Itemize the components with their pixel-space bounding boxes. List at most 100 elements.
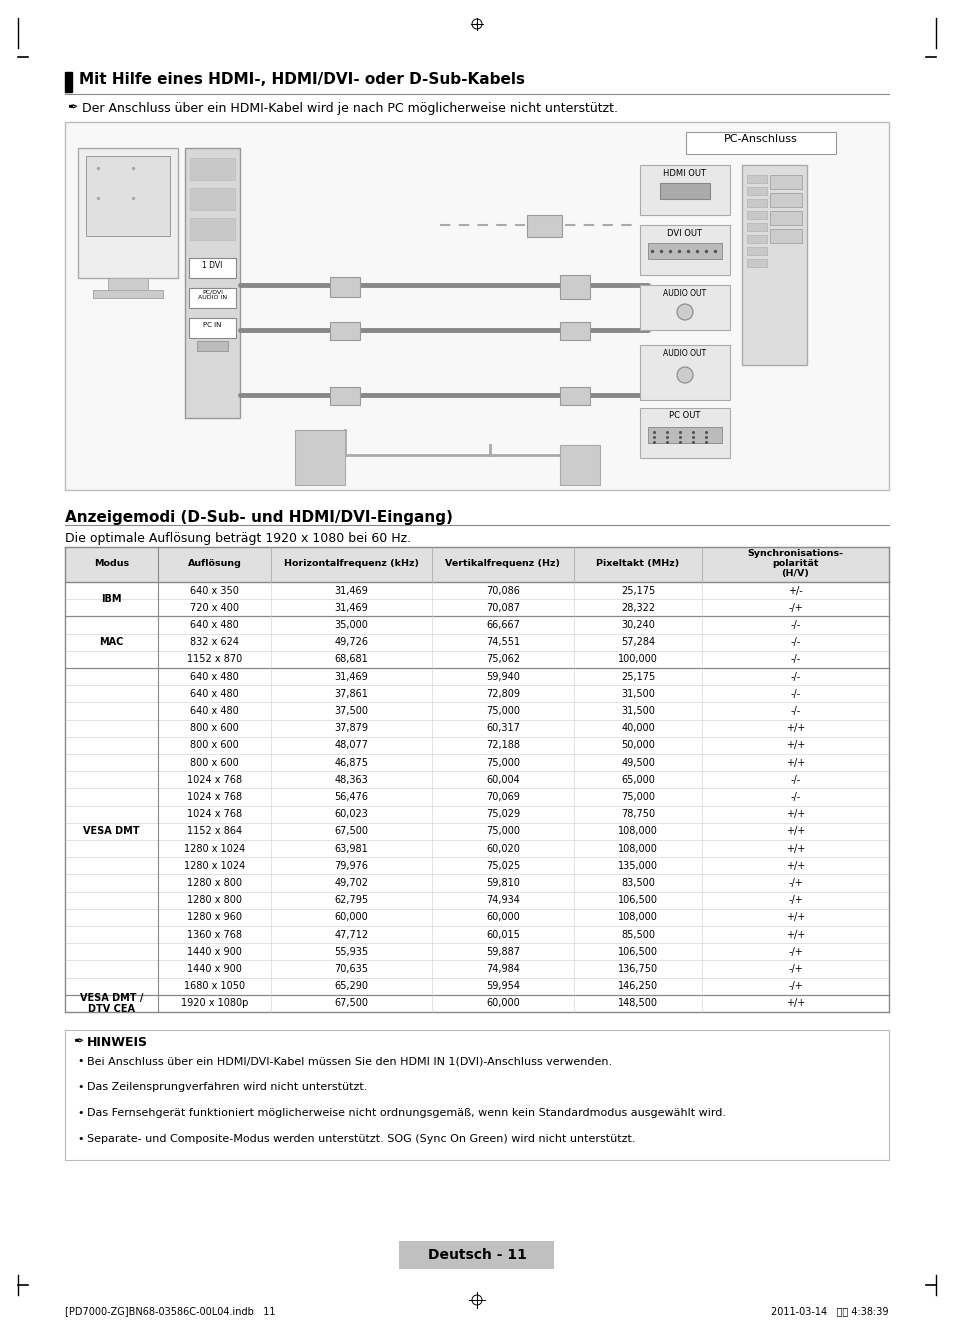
Bar bbox=[190, 218, 234, 240]
Text: 60,000: 60,000 bbox=[486, 913, 519, 922]
Text: Vertikalfrequenz (Hz): Vertikalfrequenz (Hz) bbox=[445, 559, 559, 568]
Bar bbox=[647, 243, 721, 259]
Text: 49,500: 49,500 bbox=[620, 758, 655, 768]
Text: 85,500: 85,500 bbox=[620, 930, 655, 939]
Text: 60,004: 60,004 bbox=[486, 775, 519, 785]
Text: 60,000: 60,000 bbox=[486, 999, 519, 1008]
Text: +/+: +/+ bbox=[785, 861, 804, 871]
Text: 59,940: 59,940 bbox=[485, 671, 519, 682]
Bar bbox=[746, 235, 766, 243]
Text: 640 x 480: 640 x 480 bbox=[190, 671, 238, 682]
Text: -/+: -/+ bbox=[787, 896, 802, 905]
Text: 62,795: 62,795 bbox=[334, 896, 368, 905]
Text: DVI OUT: DVI OUT bbox=[667, 229, 701, 238]
Text: IBM: IBM bbox=[101, 594, 122, 604]
Text: 59,810: 59,810 bbox=[485, 878, 519, 888]
Circle shape bbox=[677, 367, 692, 383]
Bar bbox=[746, 199, 766, 207]
Text: Die optimale Auflösung beträgt 1920 x 1080 bei 60 Hz.: Die optimale Auflösung beträgt 1920 x 10… bbox=[65, 532, 411, 546]
Text: 1152 x 864: 1152 x 864 bbox=[187, 827, 242, 836]
Text: +/+: +/+ bbox=[785, 810, 804, 819]
Text: 146,250: 146,250 bbox=[618, 982, 658, 991]
Text: Das Zeilensprungverfahren wird nicht unterstützt.: Das Zeilensprungverfahren wird nicht unt… bbox=[87, 1082, 367, 1092]
Text: VESA DMT /
DTV CEA: VESA DMT / DTV CEA bbox=[80, 992, 143, 1015]
Text: Modus: Modus bbox=[94, 559, 129, 568]
Text: 1280 x 1024: 1280 x 1024 bbox=[184, 861, 245, 871]
Text: 1280 x 800: 1280 x 800 bbox=[187, 878, 242, 888]
Text: PC-Anschluss: PC-Anschluss bbox=[723, 133, 797, 144]
Text: 65,000: 65,000 bbox=[620, 775, 655, 785]
Text: 74,934: 74,934 bbox=[485, 896, 519, 905]
Text: 136,750: 136,750 bbox=[618, 964, 658, 974]
Text: 48,077: 48,077 bbox=[334, 740, 368, 750]
Text: 79,976: 79,976 bbox=[334, 861, 368, 871]
Text: 148,500: 148,500 bbox=[618, 999, 658, 1008]
Text: -/+: -/+ bbox=[787, 602, 802, 613]
Text: 75,062: 75,062 bbox=[485, 654, 519, 664]
Bar bbox=[189, 288, 235, 308]
Bar bbox=[659, 184, 709, 199]
Text: -/-: -/- bbox=[789, 793, 800, 802]
Text: 66,667: 66,667 bbox=[485, 620, 519, 630]
Bar bbox=[190, 188, 234, 210]
Text: 67,500: 67,500 bbox=[334, 827, 368, 836]
Bar bbox=[746, 211, 766, 219]
Text: -/-: -/- bbox=[789, 775, 800, 785]
Text: -/+: -/+ bbox=[787, 982, 802, 991]
Bar bbox=[190, 159, 234, 180]
Text: 75,000: 75,000 bbox=[485, 758, 519, 768]
Text: PC/DVI
AUDIO IN: PC/DVI AUDIO IN bbox=[197, 289, 227, 300]
Text: 59,887: 59,887 bbox=[485, 947, 519, 956]
Text: 1152 x 870: 1152 x 870 bbox=[187, 654, 242, 664]
Text: 75,025: 75,025 bbox=[485, 861, 519, 871]
Text: 75,000: 75,000 bbox=[485, 705, 519, 716]
Text: 55,935: 55,935 bbox=[334, 947, 368, 956]
Text: 70,086: 70,086 bbox=[485, 585, 519, 596]
Text: •: • bbox=[77, 1133, 84, 1144]
Text: Separate- und Composite-Modus werden unterstützt. SOG (Sync On Green) wird nicht: Separate- und Composite-Modus werden unt… bbox=[87, 1133, 635, 1144]
Text: 106,500: 106,500 bbox=[618, 896, 658, 905]
Text: 640 x 480: 640 x 480 bbox=[190, 620, 238, 630]
Text: Bei Anschluss über ein HDMI/DVI-Kabel müssen Sie den HDMI IN 1(DVI)-Anschluss ve: Bei Anschluss über ein HDMI/DVI-Kabel mü… bbox=[87, 1055, 612, 1066]
Text: +/+: +/+ bbox=[785, 844, 804, 853]
Text: AUDIO OUT: AUDIO OUT bbox=[662, 349, 706, 358]
Text: 60,020: 60,020 bbox=[485, 844, 519, 853]
Bar bbox=[639, 345, 729, 400]
Text: +/+: +/+ bbox=[785, 930, 804, 939]
Text: +/+: +/+ bbox=[785, 723, 804, 733]
Bar bbox=[189, 258, 235, 277]
Bar bbox=[769, 174, 801, 189]
Text: 640 x 480: 640 x 480 bbox=[190, 688, 238, 699]
Text: 100,000: 100,000 bbox=[618, 654, 658, 664]
Bar bbox=[399, 1240, 554, 1269]
Text: 1280 x 800: 1280 x 800 bbox=[187, 896, 242, 905]
Text: 1280 x 1024: 1280 x 1024 bbox=[184, 844, 245, 853]
Bar bbox=[330, 322, 359, 339]
Bar bbox=[65, 1030, 888, 1160]
Text: Synchronisations-
polarität
(H/V): Synchronisations- polarität (H/V) bbox=[747, 550, 842, 579]
Text: 800 x 600: 800 x 600 bbox=[190, 723, 238, 733]
Circle shape bbox=[677, 304, 692, 320]
Text: 70,069: 70,069 bbox=[485, 793, 519, 802]
Text: 1920 x 1080p: 1920 x 1080p bbox=[181, 999, 248, 1008]
Text: +/+: +/+ bbox=[785, 827, 804, 836]
Bar bbox=[196, 341, 228, 351]
Text: 31,469: 31,469 bbox=[335, 585, 368, 596]
Text: -/+: -/+ bbox=[787, 964, 802, 974]
Text: -/-: -/- bbox=[789, 637, 800, 647]
Text: 65,290: 65,290 bbox=[334, 982, 368, 991]
Text: 1 DVI: 1 DVI bbox=[202, 260, 222, 269]
Text: -/+: -/+ bbox=[787, 947, 802, 956]
Text: -/-: -/- bbox=[789, 654, 800, 664]
Text: +/+: +/+ bbox=[785, 758, 804, 768]
Text: Auflösung: Auflösung bbox=[188, 559, 241, 568]
Bar bbox=[746, 247, 766, 255]
Text: 74,551: 74,551 bbox=[485, 637, 519, 647]
Text: 25,175: 25,175 bbox=[620, 585, 655, 596]
Text: 108,000: 108,000 bbox=[618, 913, 658, 922]
Text: 1024 x 768: 1024 x 768 bbox=[187, 775, 242, 785]
Text: 83,500: 83,500 bbox=[620, 878, 655, 888]
Text: 78,750: 78,750 bbox=[620, 810, 655, 819]
Text: 35,000: 35,000 bbox=[335, 620, 368, 630]
Text: •: • bbox=[77, 1082, 84, 1092]
